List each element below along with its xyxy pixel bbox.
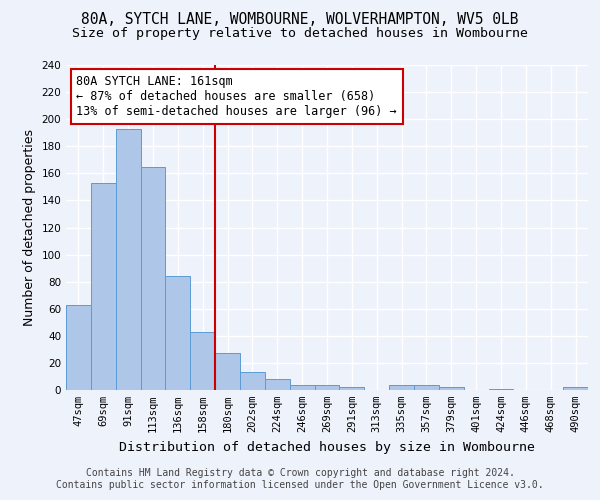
Text: Contains public sector information licensed under the Open Government Licence v3: Contains public sector information licen…: [56, 480, 544, 490]
Bar: [488, 388, 514, 390]
X-axis label: Distribution of detached houses by size in Wombourne: Distribution of detached houses by size …: [119, 440, 535, 454]
Text: 80A SYTCH LANE: 161sqm
← 87% of detached houses are smaller (658)
13% of semi-de: 80A SYTCH LANE: 161sqm ← 87% of detached…: [76, 74, 397, 118]
Bar: [563, 388, 588, 390]
Bar: [389, 384, 414, 390]
Text: 80A, SYTCH LANE, WOMBOURNE, WOLVERHAMPTON, WV5 0LB: 80A, SYTCH LANE, WOMBOURNE, WOLVERHAMPTO…: [81, 12, 519, 28]
Y-axis label: Number of detached properties: Number of detached properties: [23, 129, 36, 326]
Text: Contains HM Land Registry data © Crown copyright and database right 2024.: Contains HM Land Registry data © Crown c…: [86, 468, 514, 477]
Bar: [215, 354, 240, 390]
Bar: [290, 384, 314, 390]
Text: Size of property relative to detached houses in Wombourne: Size of property relative to detached ho…: [72, 28, 528, 40]
Bar: [91, 183, 116, 390]
Bar: [66, 304, 91, 390]
Bar: [240, 372, 265, 390]
Bar: [340, 388, 364, 390]
Bar: [140, 166, 166, 390]
Bar: [190, 332, 215, 390]
Bar: [314, 384, 340, 390]
Bar: [439, 388, 464, 390]
Bar: [265, 379, 290, 390]
Bar: [414, 384, 439, 390]
Bar: [116, 128, 140, 390]
Bar: [166, 276, 190, 390]
